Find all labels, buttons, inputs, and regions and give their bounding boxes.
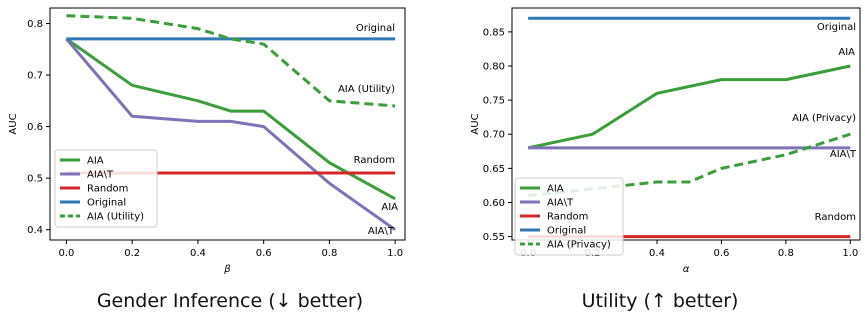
x-tick-label: 0.2	[124, 248, 140, 259]
legend-label-4: AIA (Privacy)	[547, 240, 611, 251]
legend-label-0: AIA	[87, 156, 104, 167]
legend-label-0: AIA	[547, 184, 564, 195]
legend-label-4: AIA (Utility)	[87, 212, 144, 223]
y-tick-label: 0.6	[27, 122, 43, 133]
y-axis-label: AUC	[8, 113, 19, 134]
series-annotation-4: AIA (Privacy)	[792, 113, 856, 124]
series-line-0	[527, 64, 851, 150]
x-axis-label: α	[683, 264, 690, 275]
series-annotation-4: AIA (Utility)	[338, 84, 395, 95]
legend-box	[514, 177, 624, 256]
x-tick-label: 1.0	[842, 248, 858, 259]
series-annotation-2: Random	[815, 212, 856, 223]
chart-gender-inference: 0.0 0.2 0.4 0.6 0.8 1.0 0.4 0.5 0.6 0.7 0.8 β AUC Ori…	[8, 7, 406, 275]
y-tick-label: 0.85	[483, 27, 505, 38]
legend-label-1: AIA\T	[87, 170, 114, 181]
x-tick-label: 0.6	[713, 248, 729, 259]
y-tick-label: 0.80	[483, 62, 505, 73]
legend-box	[54, 149, 158, 228]
y-tick-label: 0.7	[27, 71, 43, 82]
series-annotation-3: Original	[817, 22, 856, 33]
x-tick-label: 0.8	[778, 248, 794, 259]
x-tick-label: 0.4	[190, 248, 206, 259]
y-axis-label: AUC	[470, 113, 481, 134]
series-line-4	[66, 14, 396, 108]
series-annotation-1: AIA\T	[368, 226, 395, 237]
x-tick-label: 0.8	[321, 248, 337, 259]
legend-label-3: Original	[547, 226, 586, 237]
y-tick-label: 0.55	[483, 232, 505, 243]
caption-gender-inference: Gender Inference (↓ better)	[96, 290, 364, 312]
series-annotation-1: AIA\T	[830, 149, 857, 160]
legend-label-3: Original	[87, 198, 126, 209]
series-line-1	[65, 37, 396, 231]
series-annotation-3: Original	[356, 23, 395, 34]
plot-frame	[511, 7, 861, 241]
x-axis-label: β	[223, 264, 231, 275]
x-tick-label: 0.6	[256, 248, 272, 259]
y-tick-label: 0.8	[27, 19, 43, 30]
y-tick-label: 0.70	[483, 130, 505, 141]
y-tick-label: 0.75	[483, 96, 505, 107]
series-annotation-2: Random	[354, 155, 395, 166]
legend-label-2: Random	[547, 212, 588, 223]
chart-utility: 0.00.20.40.60.81.00.550.600.650.700.750.…	[470, 7, 861, 275]
y-tick-label: 0.5	[27, 174, 43, 185]
series-annotation-0: AIA	[381, 202, 398, 213]
x-tick-label: 1.0	[387, 248, 403, 259]
series-line-0	[65, 37, 396, 201]
y-tick-label: 0.4	[27, 225, 43, 236]
x-tick-label: 0.4	[649, 248, 665, 259]
y-tick-label: 0.60	[483, 198, 505, 209]
series-annotation-0: AIA	[838, 47, 855, 58]
legend-label-1: AIA\T	[547, 198, 574, 209]
legend-label-2: Random	[87, 184, 128, 195]
x-tick-label: 0.0	[58, 248, 74, 259]
caption-utility: Utility (↑ better)	[581, 290, 739, 312]
plot-frame	[49, 7, 406, 241]
y-tick-label: 0.65	[483, 164, 505, 175]
